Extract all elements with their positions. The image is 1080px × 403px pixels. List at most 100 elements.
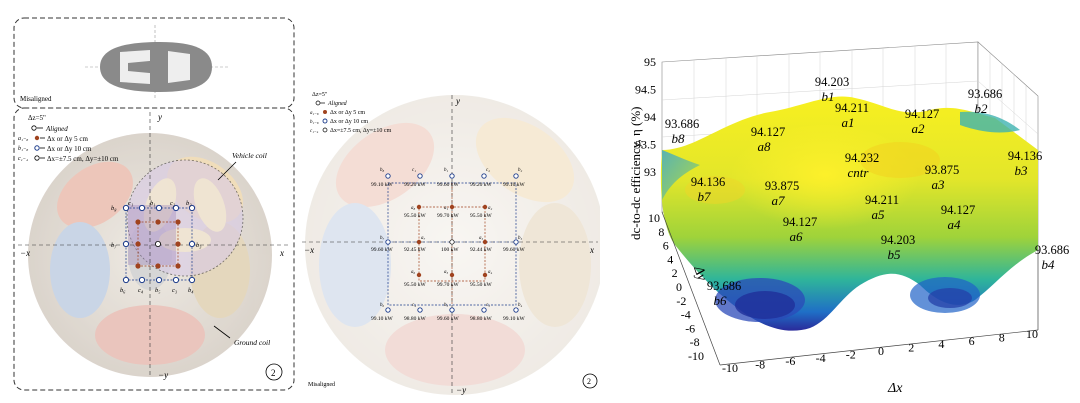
grid-label: c₁ bbox=[412, 168, 416, 173]
power-value: 100 kW bbox=[441, 247, 459, 253]
y-tick-label: 6 bbox=[663, 239, 669, 253]
grid-label: a₄ bbox=[488, 270, 493, 275]
x-tick-label: -8 bbox=[755, 358, 765, 372]
grid-label: b₈ bbox=[380, 168, 385, 173]
legend-symbol-b: b₁₋₈ bbox=[310, 120, 319, 125]
legend-symbol-a: a₁₋₈ bbox=[310, 111, 319, 116]
power-grid: b₈ c₁ b₁ c₂ b₂ 99.10 kW 99.20 kW 99.60 k… bbox=[371, 168, 526, 322]
point-value-b5: 94.203 bbox=[881, 233, 915, 247]
point-name-a8: a8 bbox=[758, 139, 772, 154]
grid-label: a₇ bbox=[421, 236, 426, 241]
y-tick-label: 4 bbox=[667, 252, 673, 266]
y-tick-label: -8 bbox=[690, 335, 700, 349]
point-value-b8: 93.686 bbox=[665, 117, 699, 131]
grid-label: a₆ bbox=[411, 270, 416, 275]
point-name-cntr: cntr bbox=[848, 165, 870, 180]
point-name-b5: b5 bbox=[888, 247, 902, 262]
power-value: 98.80 kW bbox=[404, 316, 427, 322]
x-tick-label: -10 bbox=[722, 361, 738, 375]
point-value-a4: 94.127 bbox=[941, 203, 975, 217]
point-name-b6: b6 bbox=[714, 293, 728, 308]
power-value: 95.50 kW bbox=[404, 282, 427, 288]
z-tick-label: 95 bbox=[644, 55, 656, 69]
point-name-b2: b2 bbox=[975, 101, 989, 116]
point-name-a1: a1 bbox=[842, 115, 855, 130]
dz-label: Δz=5" bbox=[312, 92, 328, 98]
point-name-a4: a4 bbox=[948, 217, 962, 232]
y-tick-label: 0 bbox=[676, 280, 682, 294]
point-value-a5: 94.211 bbox=[865, 193, 899, 207]
x-tick-label: -4 bbox=[816, 351, 826, 365]
point-name-a6: a6 bbox=[790, 229, 804, 244]
grid-label: b₁ bbox=[150, 200, 156, 207]
efficiency-surface bbox=[660, 96, 1038, 331]
power-value: 95.50 kW bbox=[470, 282, 493, 288]
grid-label: b₂ bbox=[518, 168, 523, 173]
power-value: 99.10 kW bbox=[503, 182, 526, 188]
grid-label: c₂ bbox=[170, 200, 176, 207]
point-value-a6: 94.127 bbox=[783, 215, 817, 229]
x-tick-label: 0 bbox=[878, 344, 884, 358]
grid-label: b₁ bbox=[444, 168, 449, 173]
circled-number-badge bbox=[265, 363, 283, 381]
x-axis-label: x bbox=[589, 245, 594, 255]
point-name-b4: b4 bbox=[1042, 257, 1056, 272]
grid-label: c₃ bbox=[172, 287, 177, 294]
misaligned-label: Misaligned bbox=[308, 382, 335, 388]
power-value: 99.20 kW bbox=[470, 182, 493, 188]
y-tick-label: 10 bbox=[648, 211, 660, 225]
power-value: 98.80 kW bbox=[470, 316, 493, 322]
grid-label: b₃ bbox=[518, 236, 523, 241]
point-value-b7: 94.136 bbox=[691, 175, 725, 189]
grid-label: b₇ bbox=[380, 236, 385, 241]
legend-a: Δx or Δy 5 cm bbox=[330, 110, 365, 116]
neg-x-axis-label: −x bbox=[20, 248, 30, 258]
grid-label: b₂ bbox=[186, 200, 192, 207]
grid-label: b₄ bbox=[188, 287, 194, 294]
power-value: 99.60 kW bbox=[503, 247, 526, 253]
grid-label: a₁ bbox=[444, 206, 449, 211]
legend-symbol-c: c₁₋₄ bbox=[18, 156, 28, 162]
point-value-b6: 93.686 bbox=[707, 279, 741, 293]
vehicle-coil-label: Vehicle coil bbox=[232, 151, 267, 160]
dashed-frame-main bbox=[13, 107, 295, 391]
y-axis-label: y bbox=[157, 112, 162, 122]
vehicle-icon bbox=[85, 25, 230, 100]
z-tick-label: 93.5 bbox=[635, 138, 656, 152]
grid-label: c₁ bbox=[128, 200, 133, 207]
circled-number: 2 bbox=[271, 368, 276, 378]
x-tick-label: 6 bbox=[969, 334, 975, 348]
power-value: 95.50 kW bbox=[404, 213, 427, 219]
legend-c: Δx=±7.5 cm, Δy=±10 cm bbox=[330, 128, 392, 134]
circled-number-badge bbox=[582, 373, 598, 389]
legend-c: Δx=±7.5 cm, Δy=±10 cm bbox=[47, 155, 119, 163]
power-value: 99.10 kW bbox=[371, 182, 394, 188]
power-value: 95.50 kW bbox=[470, 213, 493, 219]
grid-label: c₃ bbox=[486, 303, 490, 308]
power-value: 92.44 kW bbox=[470, 247, 493, 253]
power-value: 92.45 kW bbox=[404, 247, 427, 253]
x-tick-label: 10 bbox=[1026, 327, 1038, 341]
y-tick-label: -10 bbox=[688, 349, 704, 363]
y-axis-label: Δy bbox=[690, 263, 710, 283]
point-value-a1: 94.211 bbox=[835, 101, 869, 115]
point-value-a2: 94.127 bbox=[905, 107, 939, 121]
grid-label: b₅ bbox=[444, 303, 449, 308]
power-value: 99.70 kW bbox=[437, 282, 460, 288]
x-tick-label: -6 bbox=[785, 354, 795, 368]
x-tick-label: 4 bbox=[938, 337, 944, 351]
grid-label: b₇ bbox=[111, 242, 117, 249]
z-tick-label: 93 bbox=[644, 165, 656, 179]
power-map-diagram: y −y −x x Δz=5" Aligned a₁₋₈ Δx or Δy 5 … bbox=[300, 0, 600, 403]
point-value-b2: 93.686 bbox=[968, 87, 1002, 101]
point-value-b1: 94.203 bbox=[815, 75, 849, 89]
coil-misalignment-diagram: Misaligned y −y −x x Δz=5" Aligned a₁₋₈ … bbox=[0, 0, 300, 403]
efficiency-surface-chart: dc-to-dc efficiency, η (%) Δx Δy 95 94.5 9… bbox=[600, 0, 1080, 403]
y-tick-label: -6 bbox=[685, 321, 695, 335]
misalignment-grid: b₈ c₁ b₁ c₂ b₂ b₇ b₃ b₆ c₄ b₅ c₃ b₄ bbox=[111, 200, 202, 294]
grid-label: c₄ bbox=[412, 303, 416, 308]
y-tick-label: 8 bbox=[658, 225, 664, 239]
neg-y-axis-label: −y bbox=[158, 370, 168, 380]
